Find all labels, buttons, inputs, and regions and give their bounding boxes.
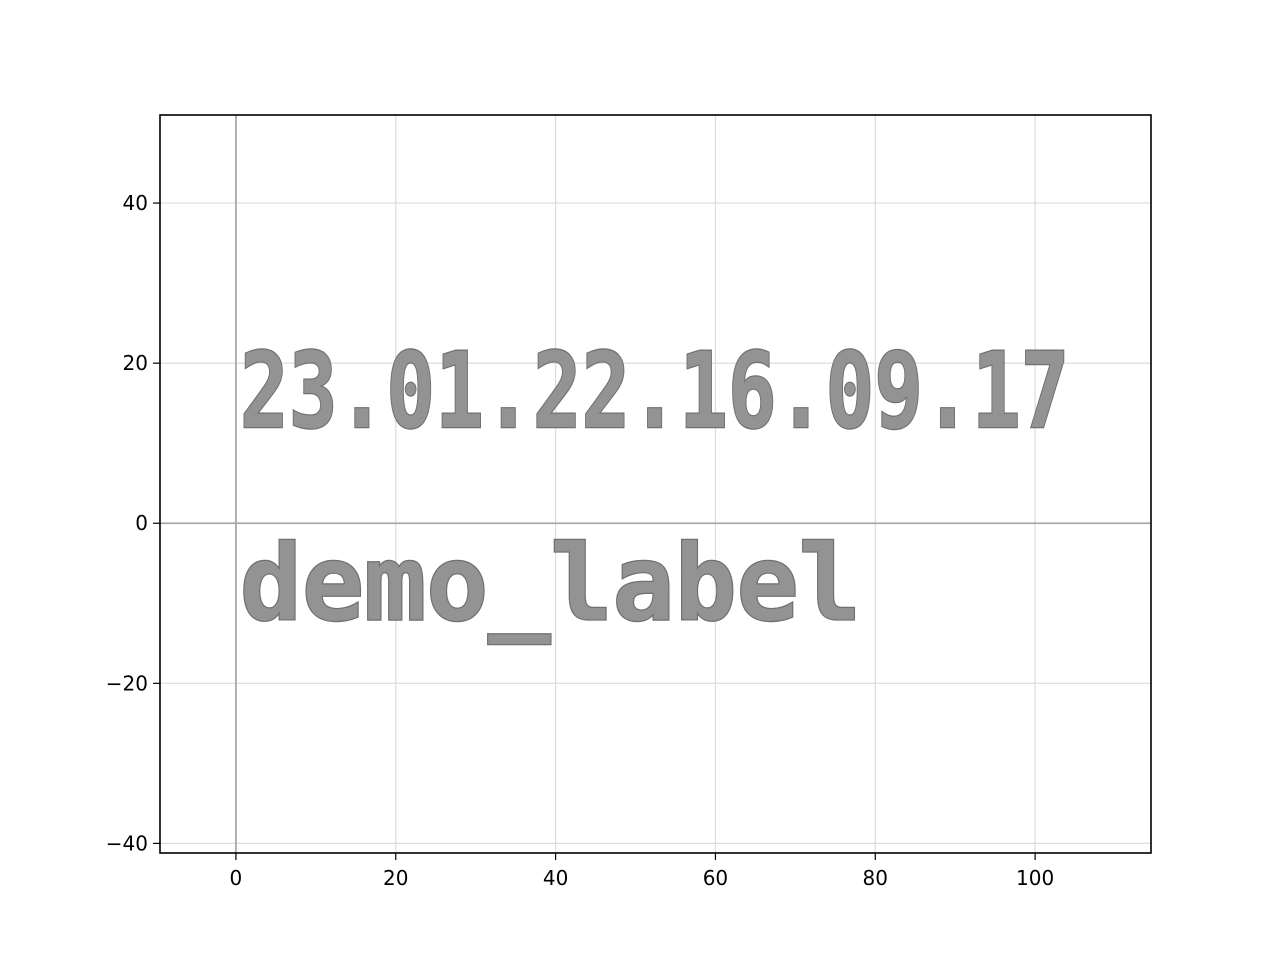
x-tick-label: 100 <box>1016 866 1054 890</box>
y-tick-label: 0 <box>135 511 148 535</box>
x-tick-label: 80 <box>863 866 888 890</box>
x-tick-label: 20 <box>383 866 408 890</box>
y-tick-label: −20 <box>106 671 148 695</box>
plot-background <box>160 115 1151 853</box>
y-tick-label: −40 <box>106 831 148 855</box>
tick-layer: 0 20 40 60 80 100 −40 −20 0 20 40 <box>106 191 1054 890</box>
annotation-text: demo_label <box>240 522 861 644</box>
y-tick-label: 20 <box>123 351 148 375</box>
plot-frame <box>159 114 1152 854</box>
x-tick-label: 0 <box>230 866 243 890</box>
x-tick-label: 40 <box>543 866 568 890</box>
reference-line-layer <box>160 115 1151 853</box>
annotation-layer: 23.01.22.16.09.17 demo_label <box>239 329 1071 646</box>
annotation-text: 23.01.22.16.09.17 <box>240 330 1070 452</box>
plot-area: 23.01.22.16.09.17 demo_label <box>159 114 1152 854</box>
y-tick-label: 40 <box>123 191 148 215</box>
x-tick-label: 60 <box>703 866 728 890</box>
